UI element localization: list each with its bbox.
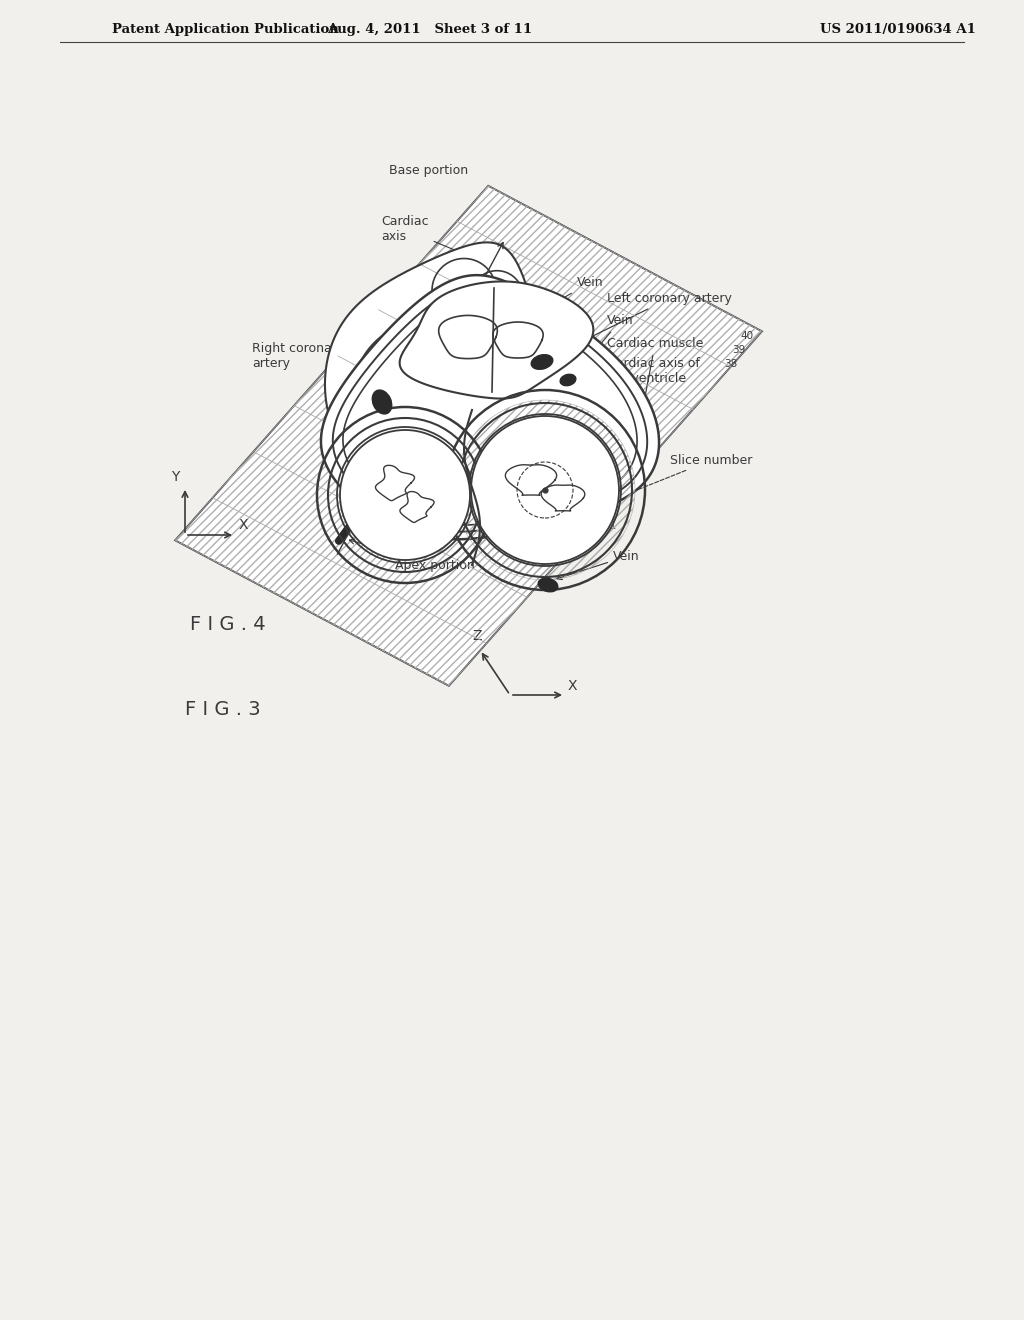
Text: Left coronary artery: Left coronary artery xyxy=(554,292,732,355)
Text: Base portion: Base portion xyxy=(389,164,468,177)
Text: Slice number: Slice number xyxy=(618,454,753,498)
Text: F I G . 3: F I G . 3 xyxy=(185,700,261,719)
Text: Apex portion: Apex portion xyxy=(349,539,475,572)
Text: Z: Z xyxy=(472,630,481,643)
Polygon shape xyxy=(321,275,659,540)
Polygon shape xyxy=(325,243,547,491)
Polygon shape xyxy=(175,186,762,686)
Text: 39: 39 xyxy=(732,346,745,355)
Ellipse shape xyxy=(531,355,553,370)
Text: Vein: Vein xyxy=(557,550,640,579)
Text: Aug. 4, 2011   Sheet 3 of 11: Aug. 4, 2011 Sheet 3 of 11 xyxy=(328,22,532,36)
Ellipse shape xyxy=(373,389,392,414)
Text: Cardiac axis of
left ventricle: Cardiac axis of left ventricle xyxy=(567,356,699,491)
Text: Cardiac muscle: Cardiac muscle xyxy=(607,337,703,471)
Text: 3: 3 xyxy=(610,480,616,491)
Ellipse shape xyxy=(560,375,575,385)
Text: 1: 1 xyxy=(610,520,616,531)
Text: Vein: Vein xyxy=(450,276,603,364)
Text: 38: 38 xyxy=(724,359,737,370)
Circle shape xyxy=(340,430,470,560)
Text: F I G . 4: F I G . 4 xyxy=(190,615,265,634)
Circle shape xyxy=(471,416,618,564)
Text: X: X xyxy=(239,517,249,532)
Text: X: X xyxy=(568,678,578,693)
Text: US 2011/0190634 A1: US 2011/0190634 A1 xyxy=(820,22,976,36)
Polygon shape xyxy=(343,296,637,525)
Text: 40: 40 xyxy=(740,331,754,342)
Text: Y: Y xyxy=(171,470,179,484)
Text: Vein: Vein xyxy=(575,314,634,374)
Text: Cardiac
axis: Cardiac axis xyxy=(381,215,487,264)
Text: 2: 2 xyxy=(610,500,616,511)
Polygon shape xyxy=(333,286,647,532)
Text: Patent Application Publication: Patent Application Publication xyxy=(112,22,339,36)
Ellipse shape xyxy=(539,578,558,591)
Polygon shape xyxy=(399,281,593,399)
Text: Right coronary
artery: Right coronary artery xyxy=(252,342,378,392)
